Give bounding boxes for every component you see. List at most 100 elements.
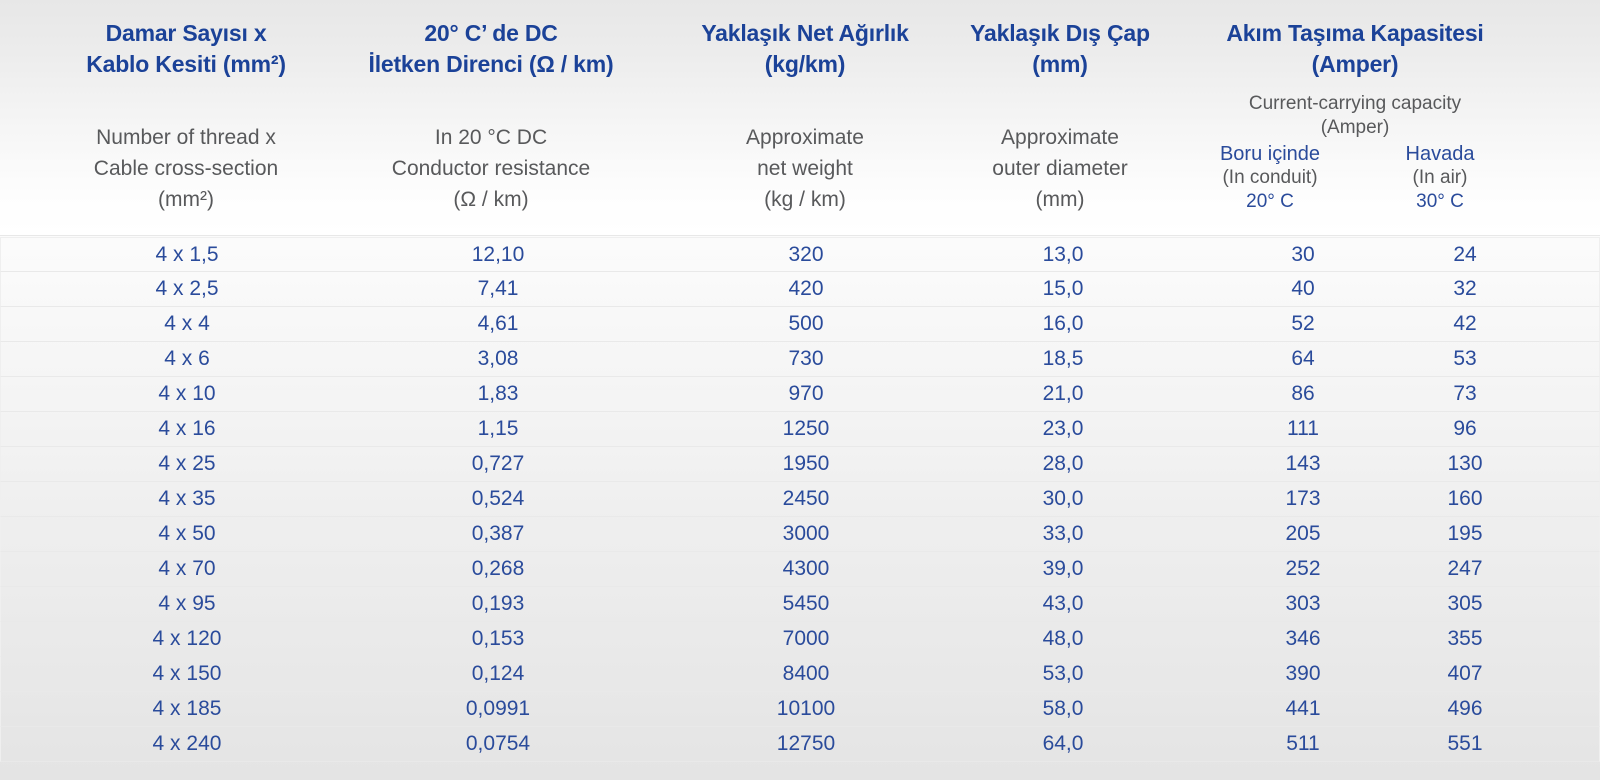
cell-amp-in-conduit: 173 [1285,487,1321,510]
header-subcolumns: Boru içinde (In conduit) 20° C Havada (I… [1185,142,1525,214]
cell-resistance: 12,10 [471,243,525,266]
cell-amp-in-air: 407 [1447,662,1483,685]
header-subcol-in-conduit: Boru içinde (In conduit) 20° C [1185,142,1355,214]
header-title-tr: Akım Taşıma Kapasitesi (Amper) [1226,20,1484,77]
cell-amp-in-air: 130 [1447,452,1483,475]
cell-resistance: 0,387 [471,522,525,545]
cell-outer-diameter: 15,0 [1042,277,1084,300]
cell-resistance: 0,124 [471,662,525,685]
table-row: 4 x 70 0,268 4300 39,0 252 247 [0,552,1600,587]
cell-net-weight: 8400 [782,662,830,685]
header-subtitle-en: Current-carrying capacity (Amper) [1248,93,1462,138]
cell-amp-in-air: 96 [1453,417,1477,440]
cell-resistance: 0,268 [471,557,525,580]
cell-cross-section: 4 x 6 [164,347,210,370]
header-subtitle-en: Number of thread x Cable cross-section (… [93,126,279,211]
cell-amp-in-conduit: 52 [1291,312,1315,335]
header-subcol-in-air: Havada (In air) 30° C [1355,142,1525,214]
cell-resistance: 4,61 [477,312,519,335]
cell-net-weight: 5450 [782,592,830,615]
cell-amp-in-conduit: 252 [1285,557,1321,580]
cell-net-weight: 7000 [782,627,830,650]
cell-net-weight: 1250 [782,417,830,440]
cell-amp-in-conduit: 143 [1285,452,1321,475]
cell-outer-diameter: 13,0 [1042,243,1084,266]
header-subtitle-en: Approximate outer diameter (mm) [992,126,1128,211]
cell-net-weight: 2450 [782,487,830,510]
cell-net-weight: 1950 [782,452,830,475]
table-row: 4 x 150 0,124 8400 53,0 390 407 [0,657,1600,692]
header-col-cross-section: Damar Sayısı x Kablo Kesiti (mm²) Number… [36,0,336,236]
cell-cross-section: 4 x 150 [152,662,222,685]
cell-resistance: 0,153 [471,627,525,650]
cell-resistance: 1,83 [477,382,519,405]
table-row: 4 x 95 0,193 5450 43,0 303 305 [0,587,1600,622]
cell-resistance: 7,41 [477,277,519,300]
table-row: 4 x 240 0,0754 12750 64,0 511 551 [0,727,1600,762]
cell-net-weight: 12750 [776,732,836,755]
cell-amp-in-air: 305 [1447,592,1483,615]
table-row: 4 x 25 0,727 1950 28,0 143 130 [0,447,1600,482]
cell-amp-in-conduit: 441 [1285,697,1321,720]
table-row: 4 x 2,5 7,41 420 15,0 40 32 [0,272,1600,307]
table-row: 4 x 120 0,153 7000 48,0 346 355 [0,622,1600,657]
cell-outer-diameter: 23,0 [1042,417,1084,440]
cell-amp-in-conduit: 511 [1286,732,1320,755]
table-row: 4 x 1,5 12,10 320 13,0 30 24 [0,237,1600,272]
cell-cross-section: 4 x 4 [164,312,210,335]
table-row: 4 x 6 3,08 730 18,5 64 53 [0,342,1600,377]
header-col-outer-diameter: Yaklaşık Dış Çap (mm) Approximate outer … [910,0,1210,236]
header-subtitle-en: In 20 °C DC Conductor resistance (Ω / km… [391,126,591,211]
subcol-temperature: 30° C [1416,191,1464,212]
cell-cross-section: 4 x 35 [158,487,216,510]
header-col-net-weight: Yaklaşık Net Ağırlık (kg/km) Approximate… [655,0,955,236]
cell-amp-in-conduit: 64 [1291,347,1315,370]
table-row: 4 x 10 1,83 970 21,0 86 73 [0,377,1600,412]
cell-amp-in-air: 73 [1453,382,1477,405]
cell-amp-in-air: 42 [1453,312,1477,335]
cell-outer-diameter: 53,0 [1042,662,1084,685]
cell-net-weight: 730 [788,347,824,370]
cell-amp-in-air: 24 [1453,243,1477,266]
subcol-label-tr: Havada [1405,143,1475,165]
cell-cross-section: 4 x 95 [158,592,216,615]
cell-amp-in-air: 355 [1447,627,1483,650]
cell-net-weight: 4300 [782,557,830,580]
table-row: 4 x 16 1,15 1250 23,0 111 96 [0,412,1600,447]
cell-amp-in-conduit: 111 [1287,417,1319,440]
table-row: 4 x 35 0,524 2450 30,0 173 160 [0,482,1600,517]
cell-outer-diameter: 21,0 [1042,382,1084,405]
cell-net-weight: 500 [788,312,824,335]
subcol-label-en: (In air) [1412,167,1468,188]
cell-resistance: 3,08 [477,347,519,370]
cell-resistance: 0,0754 [465,732,531,755]
cell-amp-in-air: 32 [1453,277,1477,300]
cell-amp-in-air: 195 [1447,522,1483,545]
cell-amp-in-air: 551 [1447,732,1483,755]
header-title-tr: Yaklaşık Dış Çap (mm) [970,20,1150,77]
subcol-label-tr: Boru içinde [1219,143,1321,165]
cell-resistance: 0,524 [471,487,525,510]
cell-resistance: 0,0991 [465,697,531,720]
cell-net-weight: 320 [788,243,824,266]
table-row: 4 x 50 0,387 3000 33,0 205 195 [0,517,1600,552]
cell-amp-in-air: 247 [1447,557,1483,580]
cell-resistance: 1,15 [477,417,519,440]
cell-cross-section: 4 x 240 [152,732,222,755]
cell-cross-section: 4 x 25 [158,452,216,475]
cell-amp-in-conduit: 30 [1291,243,1315,266]
cell-outer-diameter: 43,0 [1042,592,1084,615]
subcol-label-en: (In conduit) [1222,167,1318,188]
cell-amp-in-conduit: 390 [1285,662,1321,685]
cell-amp-in-conduit: 346 [1285,627,1321,650]
table-row: 4 x 185 0,0991 10100 58,0 441 496 [0,692,1600,727]
cell-cross-section: 4 x 120 [152,627,222,650]
cell-cross-section: 4 x 16 [158,417,216,440]
cell-outer-diameter: 33,0 [1042,522,1084,545]
cell-net-weight: 970 [788,382,824,405]
header-title-tr: Damar Sayısı x Kablo Kesiti (mm²) [86,20,286,77]
cell-outer-diameter: 58,0 [1042,697,1084,720]
cell-outer-diameter: 28,0 [1042,452,1084,475]
cell-resistance: 0,193 [471,592,525,615]
